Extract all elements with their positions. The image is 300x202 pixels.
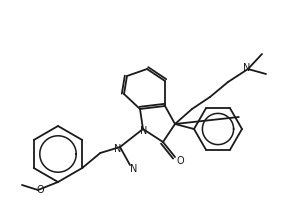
Text: N: N xyxy=(140,125,148,135)
Text: N: N xyxy=(114,143,122,153)
Text: O: O xyxy=(36,184,44,194)
Text: N: N xyxy=(243,63,251,73)
Text: O: O xyxy=(176,155,184,165)
Text: N: N xyxy=(130,163,138,173)
